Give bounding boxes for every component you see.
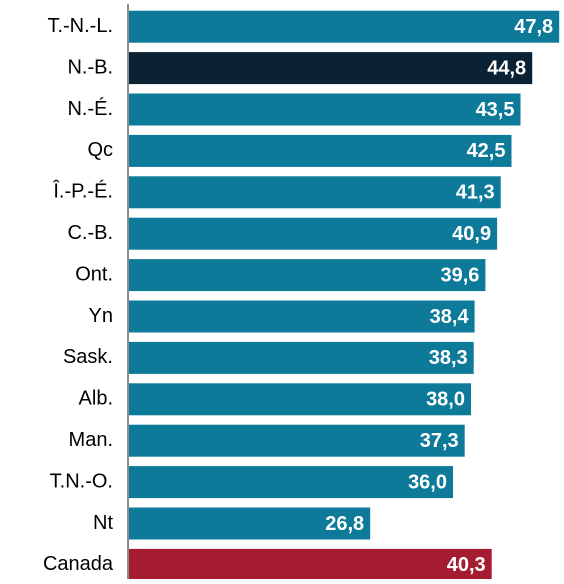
value-label: 40,9 (452, 223, 491, 245)
value-label: 37,3 (420, 430, 459, 452)
bar (129, 134, 512, 167)
bar (129, 176, 501, 209)
category-label: Sask. (63, 346, 113, 368)
category-label: Canada (43, 553, 114, 575)
bar (129, 300, 475, 333)
category-label: Man. (69, 429, 113, 451)
bar (129, 466, 453, 499)
value-label: 36,0 (408, 471, 447, 493)
bar (129, 259, 486, 292)
value-label: 41,3 (456, 182, 495, 204)
value-label: 26,8 (325, 513, 364, 535)
category-label: Nt (93, 512, 113, 534)
value-label: 44,8 (487, 57, 526, 79)
category-label: N.-B. (67, 56, 113, 78)
bar (129, 52, 533, 85)
category-label: Qc (87, 139, 113, 161)
category-label: Alb. (79, 388, 113, 410)
value-label: 40,3 (447, 554, 486, 576)
value-label: 42,5 (467, 140, 506, 162)
value-label: 39,6 (440, 264, 479, 286)
category-label: T.N.-O. (50, 470, 113, 492)
value-label: 38,4 (430, 306, 470, 328)
value-label: 38,0 (426, 389, 465, 411)
bar (129, 10, 560, 43)
category-label: N.-É. (67, 97, 113, 120)
bar (129, 507, 371, 540)
bar (129, 217, 498, 250)
category-label: C.-B. (67, 222, 113, 244)
bar (129, 383, 471, 416)
category-label: Yn (89, 305, 113, 327)
value-label: 38,3 (429, 347, 468, 369)
bar (129, 341, 474, 374)
bar (129, 424, 465, 457)
category-label: Î.-P.-É. (52, 180, 113, 203)
value-label: 47,8 (514, 16, 553, 38)
bar (129, 93, 521, 126)
value-label: 43,5 (476, 99, 515, 121)
bar (129, 548, 492, 581)
category-label: T.-N.-L. (47, 15, 113, 37)
category-label: Ont. (75, 263, 113, 285)
